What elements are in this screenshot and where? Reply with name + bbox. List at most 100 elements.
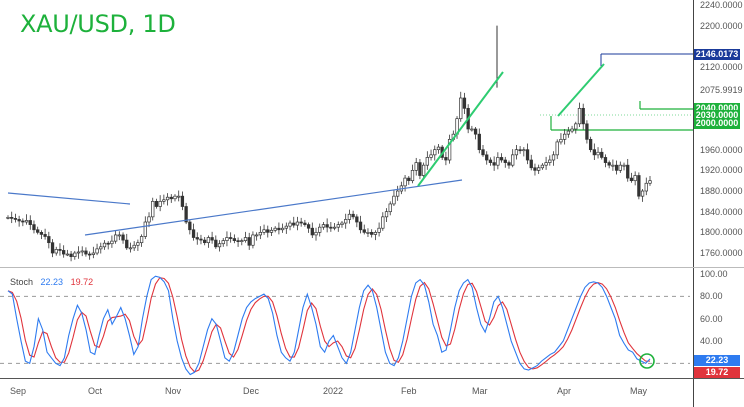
candle-body: [125, 239, 129, 249]
candle-body: [481, 149, 485, 156]
candle-body: [210, 237, 214, 241]
candle-body: [603, 157, 608, 163]
candle-body: [566, 130, 571, 135]
trendline-rally-2: [557, 63, 605, 117]
candle-body: [622, 164, 626, 167]
candle-body: [269, 229, 274, 233]
candle-body: [329, 226, 333, 229]
candle-body: [355, 216, 359, 223]
candle-body: [418, 162, 422, 176]
time-axis-border: [0, 378, 744, 379]
time-tick: Oct: [88, 386, 103, 396]
candle-body: [151, 200, 155, 218]
candle-body: [73, 252, 77, 257]
candle-body: [407, 177, 411, 182]
candle-body: [477, 133, 481, 151]
candle-body: [199, 238, 203, 241]
candle-body: [414, 162, 418, 171]
price-tick: 1760.0000: [700, 248, 743, 259]
candle-body: [295, 221, 300, 226]
candle-body: [128, 247, 133, 250]
candle-body: [392, 195, 396, 205]
candle-body: [410, 169, 415, 182]
price-tick: 1960.0000: [700, 144, 743, 155]
pane-separator[interactable]: [0, 267, 744, 268]
candle-body: [262, 229, 266, 233]
candle-body: [236, 240, 240, 242]
highlight-circle: [639, 353, 655, 369]
candle-body: [600, 151, 604, 158]
candle-body: [421, 164, 426, 176]
stoch-label: Stoch: [10, 277, 34, 287]
candle-body: [121, 234, 125, 241]
candle-body: [247, 237, 251, 246]
candle-body: [459, 97, 463, 120]
candle-body: [180, 195, 185, 207]
chart-title: XAU/USD, 1D: [20, 10, 176, 38]
candle-body: [169, 196, 173, 200]
candle-body: [232, 238, 237, 241]
candle-body: [43, 234, 47, 237]
candle-body: [351, 213, 355, 218]
time-tick: Mar: [472, 386, 488, 396]
candle-body: [102, 242, 107, 248]
candle-body: [525, 149, 530, 161]
stoch-d-value: 19.72: [70, 277, 94, 287]
candle-body: [444, 157, 448, 161]
candle-body: [321, 224, 326, 228]
candle-body: [562, 133, 567, 140]
candle-body: [544, 162, 548, 166]
candle-body: [13, 218, 18, 220]
candle-body: [310, 227, 314, 236]
candle-body: [62, 250, 66, 255]
candle-body: [344, 219, 348, 224]
stoch-tick: 80.00: [700, 291, 723, 302]
price-tick: 2240.0000: [700, 0, 743, 10]
trendline-rising-support: [84, 179, 463, 236]
candle-body: [637, 175, 641, 197]
candle-body: [154, 200, 159, 207]
candle-body: [162, 199, 166, 202]
candle-body: [28, 220, 32, 225]
candle-body: [54, 249, 58, 254]
candle-body: [362, 229, 366, 233]
candle-body: [6, 217, 10, 219]
candle-body: [433, 149, 437, 156]
time-tick: May: [630, 386, 648, 396]
candle-body: [462, 97, 467, 109]
candle-body: [80, 250, 84, 253]
candle-body: [32, 224, 36, 231]
candle-body: [206, 237, 211, 244]
candle-body: [507, 162, 511, 166]
time-tick: Sep: [10, 386, 27, 396]
candle-body: [91, 252, 96, 255]
stoch-tick: 60.00: [700, 313, 723, 324]
candle-body: [177, 195, 181, 198]
candle-body: [485, 154, 489, 161]
stoch-k-line: [7, 275, 651, 376]
candle-body: [570, 128, 574, 132]
candle-body: [117, 234, 121, 237]
candle-body: [21, 220, 25, 223]
candle-body: [336, 224, 340, 228]
candle-body: [95, 248, 99, 254]
candle-body: [273, 227, 277, 231]
candle-body: [110, 240, 114, 245]
price-tick: 1880.0000: [700, 186, 743, 196]
candle-body: [388, 203, 392, 213]
candle-body: [436, 146, 441, 151]
stoch-tag: 19.72: [694, 367, 740, 378]
candle-body: [607, 162, 611, 166]
candle-body: [84, 250, 88, 255]
candle-body: [173, 195, 177, 200]
candle-body: [366, 231, 370, 234]
price-tick: 1920.0000: [700, 165, 743, 176]
stoch-legend[interactable]: Stoch 22.23 19.72: [10, 277, 98, 287]
trendline-rally-1: [417, 71, 504, 187]
time-tick: 2022: [323, 386, 344, 396]
candle-body: [136, 242, 140, 246]
candle-body: [50, 242, 55, 254]
candle-body: [10, 217, 14, 219]
candle-body: [292, 222, 296, 226]
